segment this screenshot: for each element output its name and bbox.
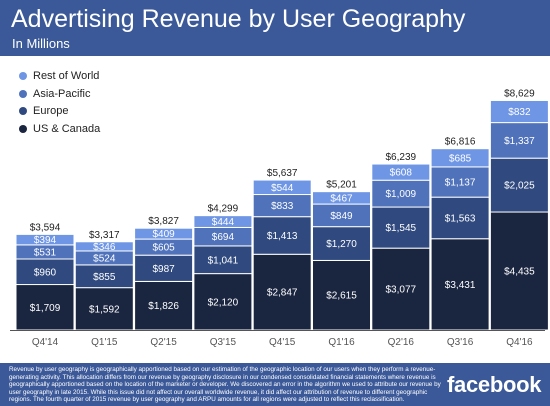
data-label: $833 [271,201,294,212]
legend: Rest of World Asia-Pacific Europe US & Cana… [19,68,100,138]
bar-segment-us-canada [134,280,194,331]
total-label: $6,239 [386,152,417,163]
bar-segment-asia-pacific [371,179,431,208]
bar-segment-rest-of-world [252,179,312,196]
total-label: $4,299 [208,204,239,215]
footer-banner: Revenue by user geography is geographica… [0,363,550,406]
data-label: $1,563 [445,213,476,224]
data-label: $467 [330,193,353,204]
total-label: $6,816 [445,137,476,148]
legend-item-asia-pacific: Asia-Pacific [19,86,100,102]
data-label: $394 [34,235,57,246]
data-label: $531 [34,247,57,258]
data-label: $605 [152,243,175,254]
legend-item-us-canada: US & Canada [19,121,100,137]
footnote: Revenue by user geography is geographica… [9,366,441,404]
total-label: $3,317 [89,230,120,241]
bar-segment-rest-of-world [430,148,490,168]
data-label: $1,009 [386,189,417,200]
legend-swatch [19,89,27,98]
total-label: $8,629 [504,88,535,99]
legend-swatch [19,72,27,80]
data-label: $544 [271,183,294,194]
total-label: $3,827 [148,216,179,227]
header-banner: Advertising Revenue by User Geography In… [0,0,550,56]
data-label: $3,431 [445,280,476,291]
legend-label: Rest of World [33,70,100,82]
x-tick-label: Q4'16 [506,337,533,348]
x-tick-label: Q3'16 [447,337,474,348]
data-label: $1,270 [326,239,357,250]
data-label: $987 [152,264,175,275]
data-label: $855 [93,272,116,283]
data-label: $849 [330,211,353,222]
data-label: $832 [508,107,531,118]
legend-label: Europe [33,105,69,117]
total-label: $3,594 [30,222,61,233]
bar-segment-rest-of-world [193,215,253,228]
legend-label: Asia-Pacific [33,87,91,100]
data-label: $685 [449,153,472,164]
x-tick-label: Q1'15 [91,337,118,348]
bar-segment-europe [193,245,253,275]
bar-segment-europe [15,258,75,286]
bar-segment-rest-of-world [371,163,431,181]
chart-title: Advertising Revenue by User Geography [11,5,466,33]
data-label: $1,826 [148,301,179,312]
data-label: $2,120 [208,297,239,308]
legend-item-europe: Europe [19,103,100,119]
x-tick-label: Q2'16 [388,337,415,348]
bar-segment-us-canada [489,211,549,331]
bar-segment-us-canada [74,287,134,331]
legend-item-rest-of-world: Rest of World [19,68,100,84]
facebook-logo: facebook [447,372,542,397]
x-tick-label: Q4'14 [32,337,59,348]
x-tick-label: Q4'15 [269,337,296,348]
chart-subtitle: In Millions [12,36,70,51]
bar-segment-us-canada [371,247,431,331]
data-label: $1,592 [89,304,120,315]
bar-segment-europe [371,206,431,249]
data-label: $1,337 [504,136,535,147]
bar-segment-rest-of-world [134,227,194,240]
data-label: $1,709 [30,303,61,314]
bar-segment-rest-of-world [312,191,371,205]
bar-chart: $1,709 $960 $531$394 $3,594 Q4'14 $1,592 $855 $… [10,88,549,348]
x-tick-label: Q3'15 [210,337,237,348]
bar-segment-asia-pacific [430,166,490,198]
data-label: $960 [34,267,57,278]
data-label: $1,545 [386,223,417,234]
data-label: $524 [93,253,116,264]
bar-segment-rest-of-world [489,99,549,124]
x-tick-label: Q1'16 [328,337,355,348]
data-label: $1,413 [267,231,298,242]
bar-segment-rest-of-world [74,241,134,252]
data-label: $1,041 [208,255,239,266]
data-label: $1,137 [445,178,476,189]
total-label: $5,637 [267,168,298,179]
data-label: $444 [212,217,235,228]
data-label: $4,435 [504,267,535,278]
total-label: $5,201 [326,180,357,191]
legend-label: US & Canada [33,122,101,135]
legend-swatch [19,124,27,133]
bar-segment-europe [312,226,371,261]
data-label: $409 [152,229,175,240]
data-label: $346 [93,242,116,253]
data-label: $694 [212,232,235,243]
data-label: $2,615 [326,291,357,302]
bar-segment-europe [134,254,194,282]
data-label: $2,025 [504,181,535,192]
data-label: $2,847 [267,288,298,299]
bar-segment-rest-of-world [15,233,75,246]
data-label: $3,077 [386,285,417,296]
x-tick-label: Q2'15 [150,337,177,348]
data-label: $608 [390,168,413,179]
bar-segment-us-canada [312,259,371,331]
bar-segment-europe [489,157,549,213]
bar-segment-us-canada [15,284,75,331]
legend-swatch [19,107,27,115]
